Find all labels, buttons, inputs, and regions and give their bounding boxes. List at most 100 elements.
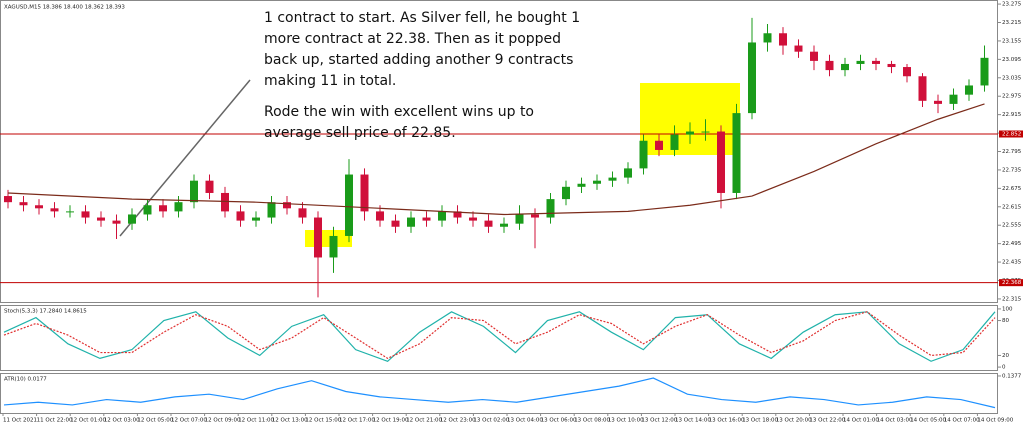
candle-body [872, 60, 880, 64]
x-tick-label: 12 Oct 07:00 [171, 418, 207, 424]
x-tick-label: 12 Oct 19:00 [373, 418, 409, 424]
candle-body [794, 45, 803, 52]
y-tick-label: 22.975 [1002, 94, 1022, 100]
x-tick-label: 12 Oct 17:00 [339, 418, 375, 424]
x-tick-label: 13 Oct 18:00 [742, 418, 778, 424]
candle-body [97, 217, 105, 221]
y-tick-label: 22.675 [1002, 186, 1022, 192]
candle-body [66, 211, 74, 213]
candle-body [748, 42, 756, 114]
x-tick-label: 14 Oct 05:00 [910, 418, 946, 424]
candle-body [81, 211, 90, 218]
x-tick-label: 14 Oct 07:00 [944, 418, 980, 424]
y-tick-label: 22.435 [1002, 260, 1022, 266]
y-tick-label: 22.915 [1002, 112, 1022, 118]
candle-body [624, 168, 632, 178]
y-tick-label: 22.735 [1002, 167, 1022, 173]
candle-body [810, 51, 818, 61]
x-tick-label: 13 Oct 10:00 [608, 418, 644, 424]
x-tick-label: 13 Oct 14:00 [675, 418, 711, 424]
x-tick-label: 12 Oct 01:00 [70, 418, 106, 424]
candle-body [903, 67, 911, 77]
x-tick-label: 12 Oct 03:00 [104, 418, 140, 424]
x-tick-label: 13 Oct 20:00 [776, 418, 812, 424]
candle-body [360, 174, 369, 212]
candle-body [531, 214, 539, 218]
candle-body [35, 205, 43, 209]
x-tick-label: 12 Oct 15:00 [305, 418, 341, 424]
candle-body [484, 220, 493, 227]
annotation: Rode the win with excellent wins up to a… [264, 104, 534, 141]
y-tick-label: 22.555 [1002, 223, 1022, 229]
candle-body [469, 217, 477, 221]
candle-body [732, 113, 741, 193]
stoch-d [3, 311, 996, 360]
price-level-label: 22.852 [1002, 131, 1021, 137]
candle-body [376, 211, 384, 221]
y-tick-label: 23.155 [1002, 38, 1022, 44]
y-tick-label: 23.095 [1002, 57, 1022, 63]
candle-body [608, 177, 617, 181]
candle-body [112, 220, 121, 224]
y-tick-label: 22.315 [1002, 296, 1022, 302]
price-level-tag [999, 279, 1023, 287]
candle-body [763, 33, 772, 43]
candle-body [236, 211, 245, 221]
stoch-tick-label: 80 [1002, 318, 1009, 324]
x-tick-label: 11 Oct 2021 [3, 418, 37, 424]
candle-body [143, 205, 152, 215]
x-tick-label: 13 Oct 08:00 [574, 418, 610, 424]
candle-body [329, 235, 338, 258]
candle-body [856, 60, 865, 64]
pointer-line [119, 79, 251, 237]
x-tick-label: 12 Oct 09:00 [205, 418, 241, 424]
y-tick-label: 23.035 [1002, 75, 1022, 81]
candle-body [546, 199, 555, 218]
annotation: 1 contract to start. As Silver fell, he … [264, 10, 581, 89]
candle-body [4, 196, 12, 203]
x-tick-label: 13 Oct 22:00 [809, 418, 845, 424]
candle-body [562, 186, 570, 200]
candle-body [128, 214, 136, 224]
candle-body [577, 183, 586, 187]
x-tick-label: 14 Oct 01:00 [843, 418, 879, 424]
candle-body [500, 223, 508, 227]
main-frame [0, 0, 998, 303]
x-tick-label: 14 Oct 03:00 [877, 418, 913, 424]
symbol-label: XAGUSD,M15 18.386 18.400 18.362 18.393 [4, 5, 125, 11]
x-tick-label: 14 Oct 09:00 [977, 418, 1013, 424]
atr-label: ATR(10) 0.0177 [4, 377, 47, 383]
candle-body [174, 202, 183, 212]
candle-body [980, 57, 989, 86]
candle-body [887, 63, 896, 68]
candle-body [438, 211, 446, 221]
candle-body [283, 202, 291, 209]
candle-body [391, 220, 400, 227]
x-tick-label: 11 Oct 22:00 [37, 418, 73, 424]
candle-body [639, 140, 648, 169]
candle-body [825, 60, 834, 71]
atr-line [3, 377, 996, 409]
candle-body [918, 76, 927, 101]
stoch-tick-label: 20 [1002, 353, 1009, 359]
candle-body [19, 202, 28, 206]
x-tick-label: 13 Oct 02:00 [473, 418, 509, 424]
x-tick-label: 12 Oct 23:00 [440, 418, 476, 424]
candle-body [252, 217, 260, 221]
stoch-k [3, 311, 996, 362]
price-level-label: 22.368 [1002, 280, 1022, 286]
x-tick-label: 13 Oct 06:00 [541, 418, 577, 424]
candle-body [407, 217, 415, 227]
candle-body [453, 211, 462, 218]
candle-body [159, 205, 167, 212]
candle-body [205, 180, 214, 193]
y-tick-label: 22.795 [1002, 149, 1022, 155]
x-tick-label: 12 Oct 11:00 [238, 418, 274, 424]
candle-body [515, 214, 524, 224]
moving-average [7, 103, 985, 216]
x-tick-label: 12 Oct 05:00 [137, 418, 173, 424]
candle-body [345, 174, 353, 236]
stoch-tick-label: 100 [1002, 306, 1013, 312]
